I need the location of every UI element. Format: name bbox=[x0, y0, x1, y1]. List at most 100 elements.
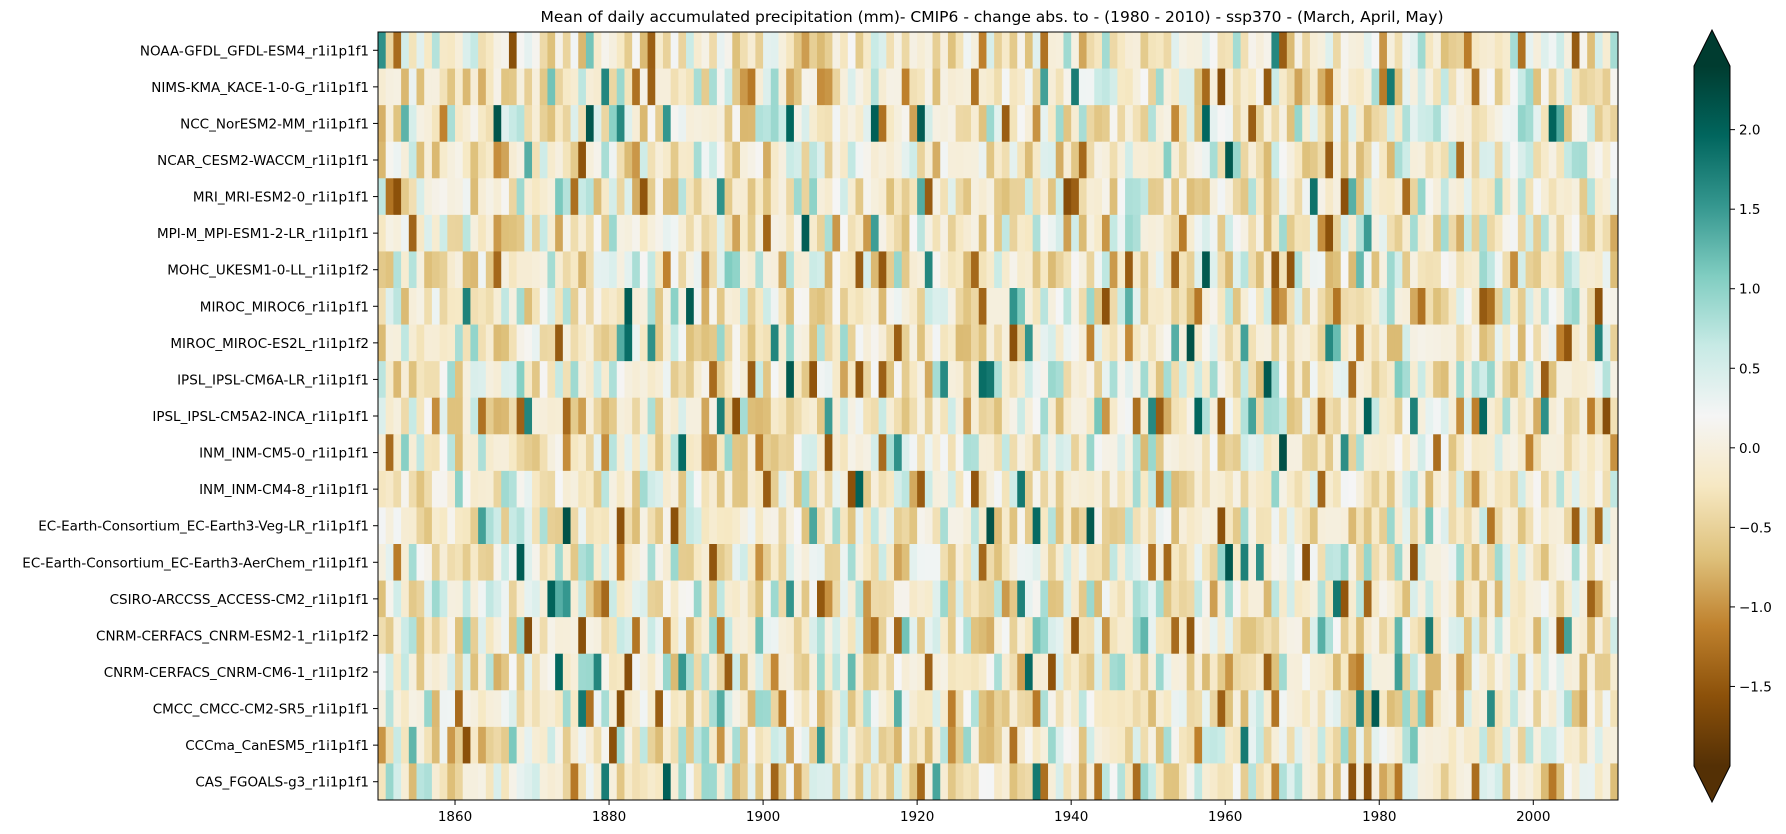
heatmap-cell bbox=[447, 324, 456, 362]
heatmap-cell bbox=[1178, 178, 1188, 216]
heatmap-cell bbox=[1240, 617, 1249, 655]
heatmap-cell bbox=[585, 507, 594, 545]
heatmap-cell bbox=[1510, 763, 1519, 801]
heatmap-cell bbox=[1163, 763, 1172, 801]
heatmap-cell bbox=[894, 434, 903, 472]
heatmap-cell bbox=[1125, 397, 1134, 435]
x-tick-label: 1900 bbox=[746, 809, 780, 825]
heatmap-cell bbox=[940, 251, 949, 289]
heatmap-cell bbox=[801, 580, 810, 618]
heatmap-cell bbox=[932, 105, 941, 143]
heatmap-cell bbox=[439, 68, 448, 106]
heatmap-cell bbox=[539, 397, 548, 435]
heatmap-cell bbox=[1471, 690, 1480, 728]
heatmap-cell bbox=[1024, 178, 1034, 216]
heatmap-cell bbox=[508, 324, 517, 362]
heatmap-cell bbox=[547, 617, 556, 655]
heatmap-cell bbox=[1186, 653, 1195, 691]
heatmap-cell bbox=[994, 361, 1003, 399]
heatmap-cell bbox=[1440, 251, 1449, 289]
heatmap-cell bbox=[994, 690, 1003, 728]
heatmap-cell bbox=[647, 544, 656, 581]
heatmap-cell bbox=[1379, 32, 1388, 69]
heatmap-cell bbox=[1009, 361, 1018, 399]
heatmap-cell bbox=[416, 690, 425, 728]
heatmap-cell bbox=[1325, 361, 1334, 399]
heatmap-cell bbox=[1071, 397, 1080, 435]
heatmap-cell bbox=[863, 397, 872, 435]
heatmap-cell bbox=[570, 434, 579, 472]
heatmap-cell bbox=[1348, 544, 1357, 581]
heatmap-cell bbox=[1294, 580, 1303, 618]
heatmap-cell bbox=[1448, 617, 1457, 655]
heatmap-cell bbox=[508, 361, 517, 399]
heatmap-cell bbox=[1009, 653, 1018, 691]
heatmap-cell bbox=[1533, 32, 1542, 69]
heatmap-cell bbox=[978, 763, 987, 801]
heatmap-cell bbox=[662, 763, 672, 801]
heatmap-cell bbox=[1579, 141, 1588, 179]
heatmap-cell bbox=[1394, 507, 1403, 545]
heatmap-cell bbox=[809, 105, 818, 143]
heatmap-cell bbox=[1502, 141, 1511, 179]
heatmap-cell bbox=[1525, 361, 1534, 399]
heatmap-cell bbox=[693, 178, 702, 216]
heatmap-cell bbox=[670, 580, 679, 618]
heatmap-cell bbox=[1325, 470, 1334, 508]
heatmap-cell bbox=[1248, 141, 1257, 179]
heatmap-cell bbox=[778, 544, 787, 581]
heatmap-cell bbox=[778, 251, 787, 289]
heatmap-cell bbox=[1309, 434, 1318, 472]
heatmap-cell bbox=[655, 214, 664, 252]
heatmap-cell bbox=[1371, 397, 1380, 435]
heatmap-cell bbox=[1325, 397, 1334, 435]
heatmap-cell bbox=[1540, 434, 1550, 472]
heatmap-cell bbox=[1294, 361, 1303, 399]
heatmap-cell bbox=[616, 507, 625, 545]
heatmap-cell bbox=[1602, 580, 1611, 618]
heatmap-cell bbox=[1063, 68, 1072, 106]
heatmap-cell bbox=[570, 544, 579, 581]
heatmap-cell bbox=[847, 105, 856, 143]
heatmap-cell bbox=[1109, 105, 1118, 143]
heatmap-cell bbox=[555, 434, 564, 472]
heatmap-cell bbox=[1071, 470, 1080, 508]
heatmap-cell bbox=[1055, 544, 1064, 581]
heatmap-cell bbox=[1356, 507, 1365, 545]
heatmap-cell bbox=[1132, 32, 1141, 69]
heatmap-cell bbox=[601, 690, 610, 728]
heatmap-cell bbox=[716, 580, 725, 618]
heatmap-cell bbox=[1440, 763, 1449, 801]
heatmap-cell bbox=[1325, 653, 1334, 691]
heatmap-cell bbox=[701, 105, 710, 143]
heatmap-cell bbox=[870, 68, 879, 106]
heatmap-cell bbox=[824, 507, 833, 545]
heatmap-cell bbox=[739, 617, 749, 655]
heatmap-cell bbox=[424, 361, 433, 399]
heatmap-cell bbox=[817, 141, 826, 179]
heatmap-cell bbox=[1009, 324, 1018, 362]
heatmap-cell bbox=[1456, 617, 1465, 655]
heatmap-cell bbox=[1587, 32, 1596, 69]
heatmap-cell bbox=[986, 470, 995, 508]
heatmap-cell bbox=[609, 507, 618, 545]
heatmap-cell bbox=[724, 214, 733, 252]
heatmap-cell bbox=[478, 324, 487, 362]
heatmap-cell bbox=[1602, 653, 1611, 691]
heatmap-cell bbox=[932, 690, 941, 728]
heatmap-cell bbox=[932, 361, 941, 399]
heatmap-cell bbox=[1371, 580, 1380, 618]
heatmap-cell bbox=[732, 105, 741, 143]
heatmap-cell bbox=[385, 617, 394, 655]
heatmap-cell bbox=[1078, 68, 1087, 106]
heatmap-cell bbox=[1402, 214, 1411, 252]
heatmap-cell bbox=[1232, 617, 1241, 655]
heatmap-cell bbox=[801, 141, 810, 179]
heatmap-cell bbox=[1032, 617, 1041, 655]
heatmap-cell bbox=[686, 288, 695, 325]
heatmap-cell bbox=[516, 690, 525, 728]
heatmap-cell bbox=[447, 251, 456, 289]
heatmap-cell bbox=[1109, 32, 1118, 69]
heatmap-cell bbox=[1471, 544, 1480, 581]
heatmap-cell bbox=[832, 617, 841, 655]
